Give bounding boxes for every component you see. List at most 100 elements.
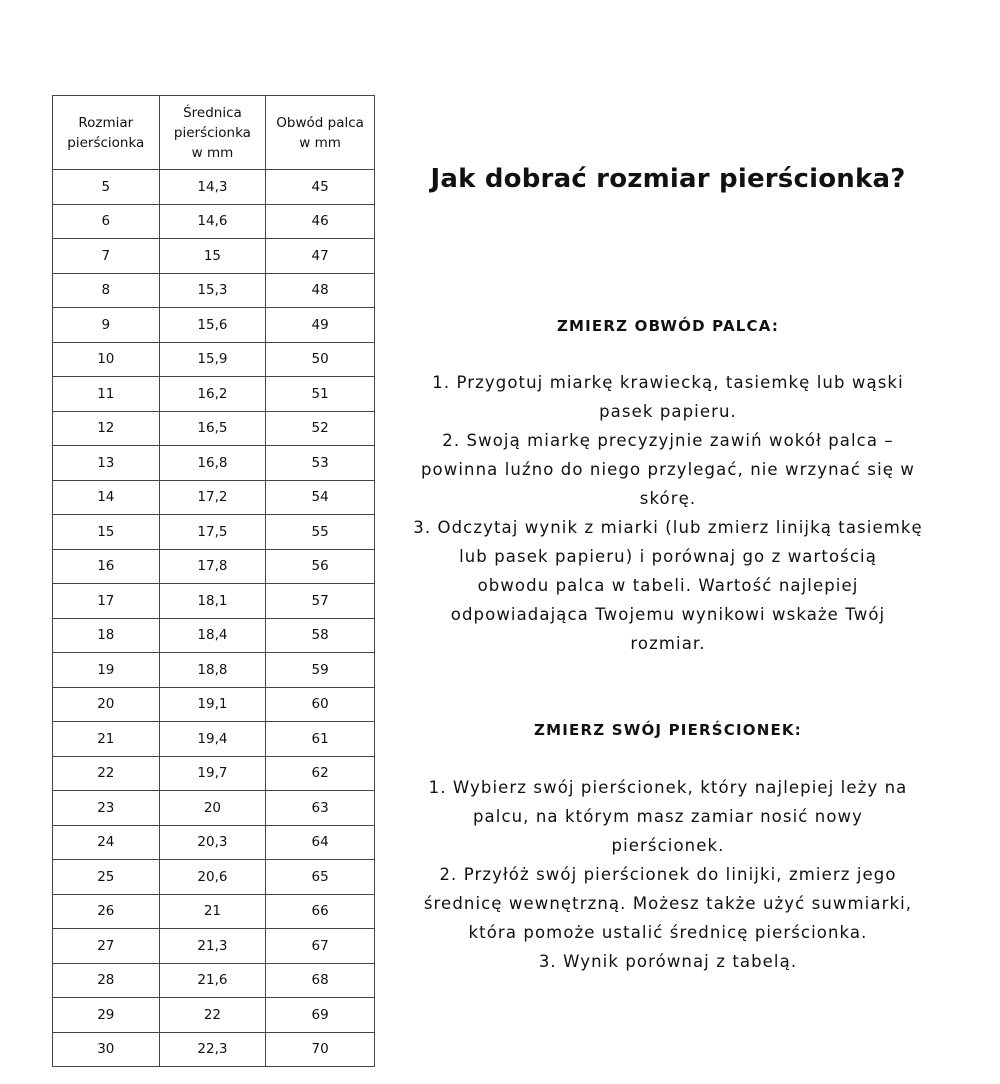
circumference-cell: 66 xyxy=(265,893,375,929)
text-line: 2. Swoją miarkę precyzyjnie zawiń wokół … xyxy=(442,431,894,450)
text-line: skórę. xyxy=(639,489,697,508)
diameter-cell: 15 xyxy=(158,238,267,274)
diameter-cell: 20 xyxy=(158,790,267,826)
size-cell: 15 xyxy=(52,514,160,550)
diameter-cell: 19,7 xyxy=(158,755,267,791)
circumference-cell: 52 xyxy=(265,410,375,446)
table-row: 22 19,7 62 xyxy=(52,755,375,791)
size-cell: 22 xyxy=(52,755,160,791)
page-title: Jak dobrać rozmiar pierścionka? xyxy=(430,164,906,194)
table-row: 20 19,1 60 xyxy=(52,686,375,722)
diameter-cell: 16,2 xyxy=(158,376,267,412)
diameter-cell: 15,9 xyxy=(158,341,267,377)
circumference-cell: 51 xyxy=(265,376,375,412)
text-line: 1. Wybierz swój pierścionek, który najle… xyxy=(428,778,908,797)
circumference-cell: 50 xyxy=(265,341,375,377)
text-line: pasek papieru. xyxy=(599,402,737,421)
table-row: 5 14,3 45 xyxy=(52,169,375,205)
circumference-cell: 58 xyxy=(265,617,375,653)
text-line: średnicę wewnętrzną. Możesz także użyć s… xyxy=(423,894,913,913)
size-cell: 12 xyxy=(52,410,160,446)
table-row: 14 17,2 54 xyxy=(52,479,375,515)
table-row: 16 17,8 56 xyxy=(52,548,375,584)
circumference-cell: 64 xyxy=(265,824,375,860)
size-cell: 24 xyxy=(52,824,160,860)
table-row: 21 19,4 61 xyxy=(52,721,375,757)
header-line: pierścionka xyxy=(67,134,145,151)
table-row: 18 18,4 58 xyxy=(52,617,375,653)
diameter-cell: 22,3 xyxy=(158,1031,267,1067)
circumference-cell: 56 xyxy=(265,548,375,584)
size-cell: 11 xyxy=(52,376,160,412)
circumference-cell: 60 xyxy=(265,686,375,722)
size-cell: 8 xyxy=(52,272,160,308)
size-cell: 13 xyxy=(52,445,160,481)
size-cell: 5 xyxy=(52,169,160,205)
size-cell: 18 xyxy=(52,617,160,653)
circumference-cell: 57 xyxy=(265,583,375,619)
diameter-cell: 17,2 xyxy=(158,479,267,515)
table-row: 13 16,8 53 xyxy=(52,445,375,481)
size-cell: 19 xyxy=(52,652,160,688)
section-heading-finger: ZMIERZ OBWÓD PALCA: xyxy=(556,317,780,335)
text-line: która pomoże ustalić średnicę pierścionk… xyxy=(468,923,868,942)
text-line: palcu, na którym masz zamiar nosić nowy xyxy=(472,807,863,826)
size-cell: 23 xyxy=(52,790,160,826)
header-line: Średnica xyxy=(183,104,242,121)
size-cell: 28 xyxy=(52,962,160,998)
table-row: 10 15,9 50 xyxy=(52,341,375,377)
circumference-cell: 54 xyxy=(265,479,375,515)
header-line: pierścionka xyxy=(173,124,251,141)
text-line: powinna luźno do niego przylegać, nie wr… xyxy=(420,460,915,479)
table-header-row: Rozmiar pierścionka Średnica pierścionka w m… xyxy=(52,95,375,170)
table-row: 24 20,3 64 xyxy=(52,824,375,860)
table-row: 9 15,6 49 xyxy=(52,307,375,343)
header-line: w mm xyxy=(191,144,234,161)
circumference-cell: 47 xyxy=(265,238,375,274)
header-line: w mm xyxy=(299,134,341,151)
circumference-cell: 69 xyxy=(265,997,375,1033)
diameter-cell: 18,1 xyxy=(158,583,267,619)
text-line: obwodu palca w tabeli. Wartość najlepiej xyxy=(477,576,859,595)
ring-size-table: Rozmiar pierścionka Średnica pierścionka w m… xyxy=(52,95,375,1067)
table-row: 23 20 63 xyxy=(52,790,375,826)
diameter-cell: 20,3 xyxy=(158,824,267,860)
table-row: 29 22 69 xyxy=(52,997,375,1033)
text-line: 3. Wynik porównaj z tabelą. xyxy=(538,952,798,971)
size-cell: 29 xyxy=(52,997,160,1033)
table-row: 25 20,6 65 xyxy=(52,859,375,895)
section-finger-text: 1. Przygotuj miarkę krawiecką, tasiemkę … xyxy=(395,368,941,658)
size-cell: 6 xyxy=(52,203,160,239)
circumference-cell: 65 xyxy=(265,859,375,895)
circumference-cell: 63 xyxy=(265,790,375,826)
diameter-cell: 21 xyxy=(158,893,267,929)
size-cell: 9 xyxy=(52,307,160,343)
text-line: lub pasek papieru) i porównaj go z warto… xyxy=(459,547,877,566)
size-cell: 16 xyxy=(52,548,160,584)
circumference-cell: 62 xyxy=(265,755,375,791)
table-row: 26 21 66 xyxy=(52,893,375,929)
diameter-cell: 19,4 xyxy=(158,721,267,757)
text-line: 3. Odczytaj wynik z miarki (lub zmierz l… xyxy=(413,518,923,537)
table-row: 11 16,2 51 xyxy=(52,376,375,412)
table-row: 8 15,3 48 xyxy=(52,272,375,308)
circumference-cell: 67 xyxy=(265,928,375,964)
diameter-cell: 16,5 xyxy=(158,410,267,446)
circumference-cell: 55 xyxy=(265,514,375,550)
table-row: 6 14,6 46 xyxy=(52,203,375,239)
circumference-cell: 48 xyxy=(265,272,375,308)
table-row: 15 17,5 55 xyxy=(52,514,375,550)
table-row: 27 21,3 67 xyxy=(52,928,375,964)
diameter-cell: 15,6 xyxy=(158,307,267,343)
column-header: Rozmiar pierścionka xyxy=(52,95,160,170)
section-ring-text: 1. Wybierz swój pierścionek, który najle… xyxy=(395,773,941,976)
table-row: 19 18,8 59 xyxy=(52,652,375,688)
circumference-cell: 45 xyxy=(265,169,375,205)
table-row: 12 16,5 52 xyxy=(52,410,375,446)
table-row: 30 22,3 70 xyxy=(52,1031,375,1067)
size-cell: 27 xyxy=(52,928,160,964)
size-cell: 20 xyxy=(52,686,160,722)
circumference-cell: 53 xyxy=(265,445,375,481)
diameter-cell: 14,6 xyxy=(158,203,267,239)
section-heading-ring: ZMIERZ SWÓJ PIERŚCIONEK: xyxy=(534,721,802,739)
